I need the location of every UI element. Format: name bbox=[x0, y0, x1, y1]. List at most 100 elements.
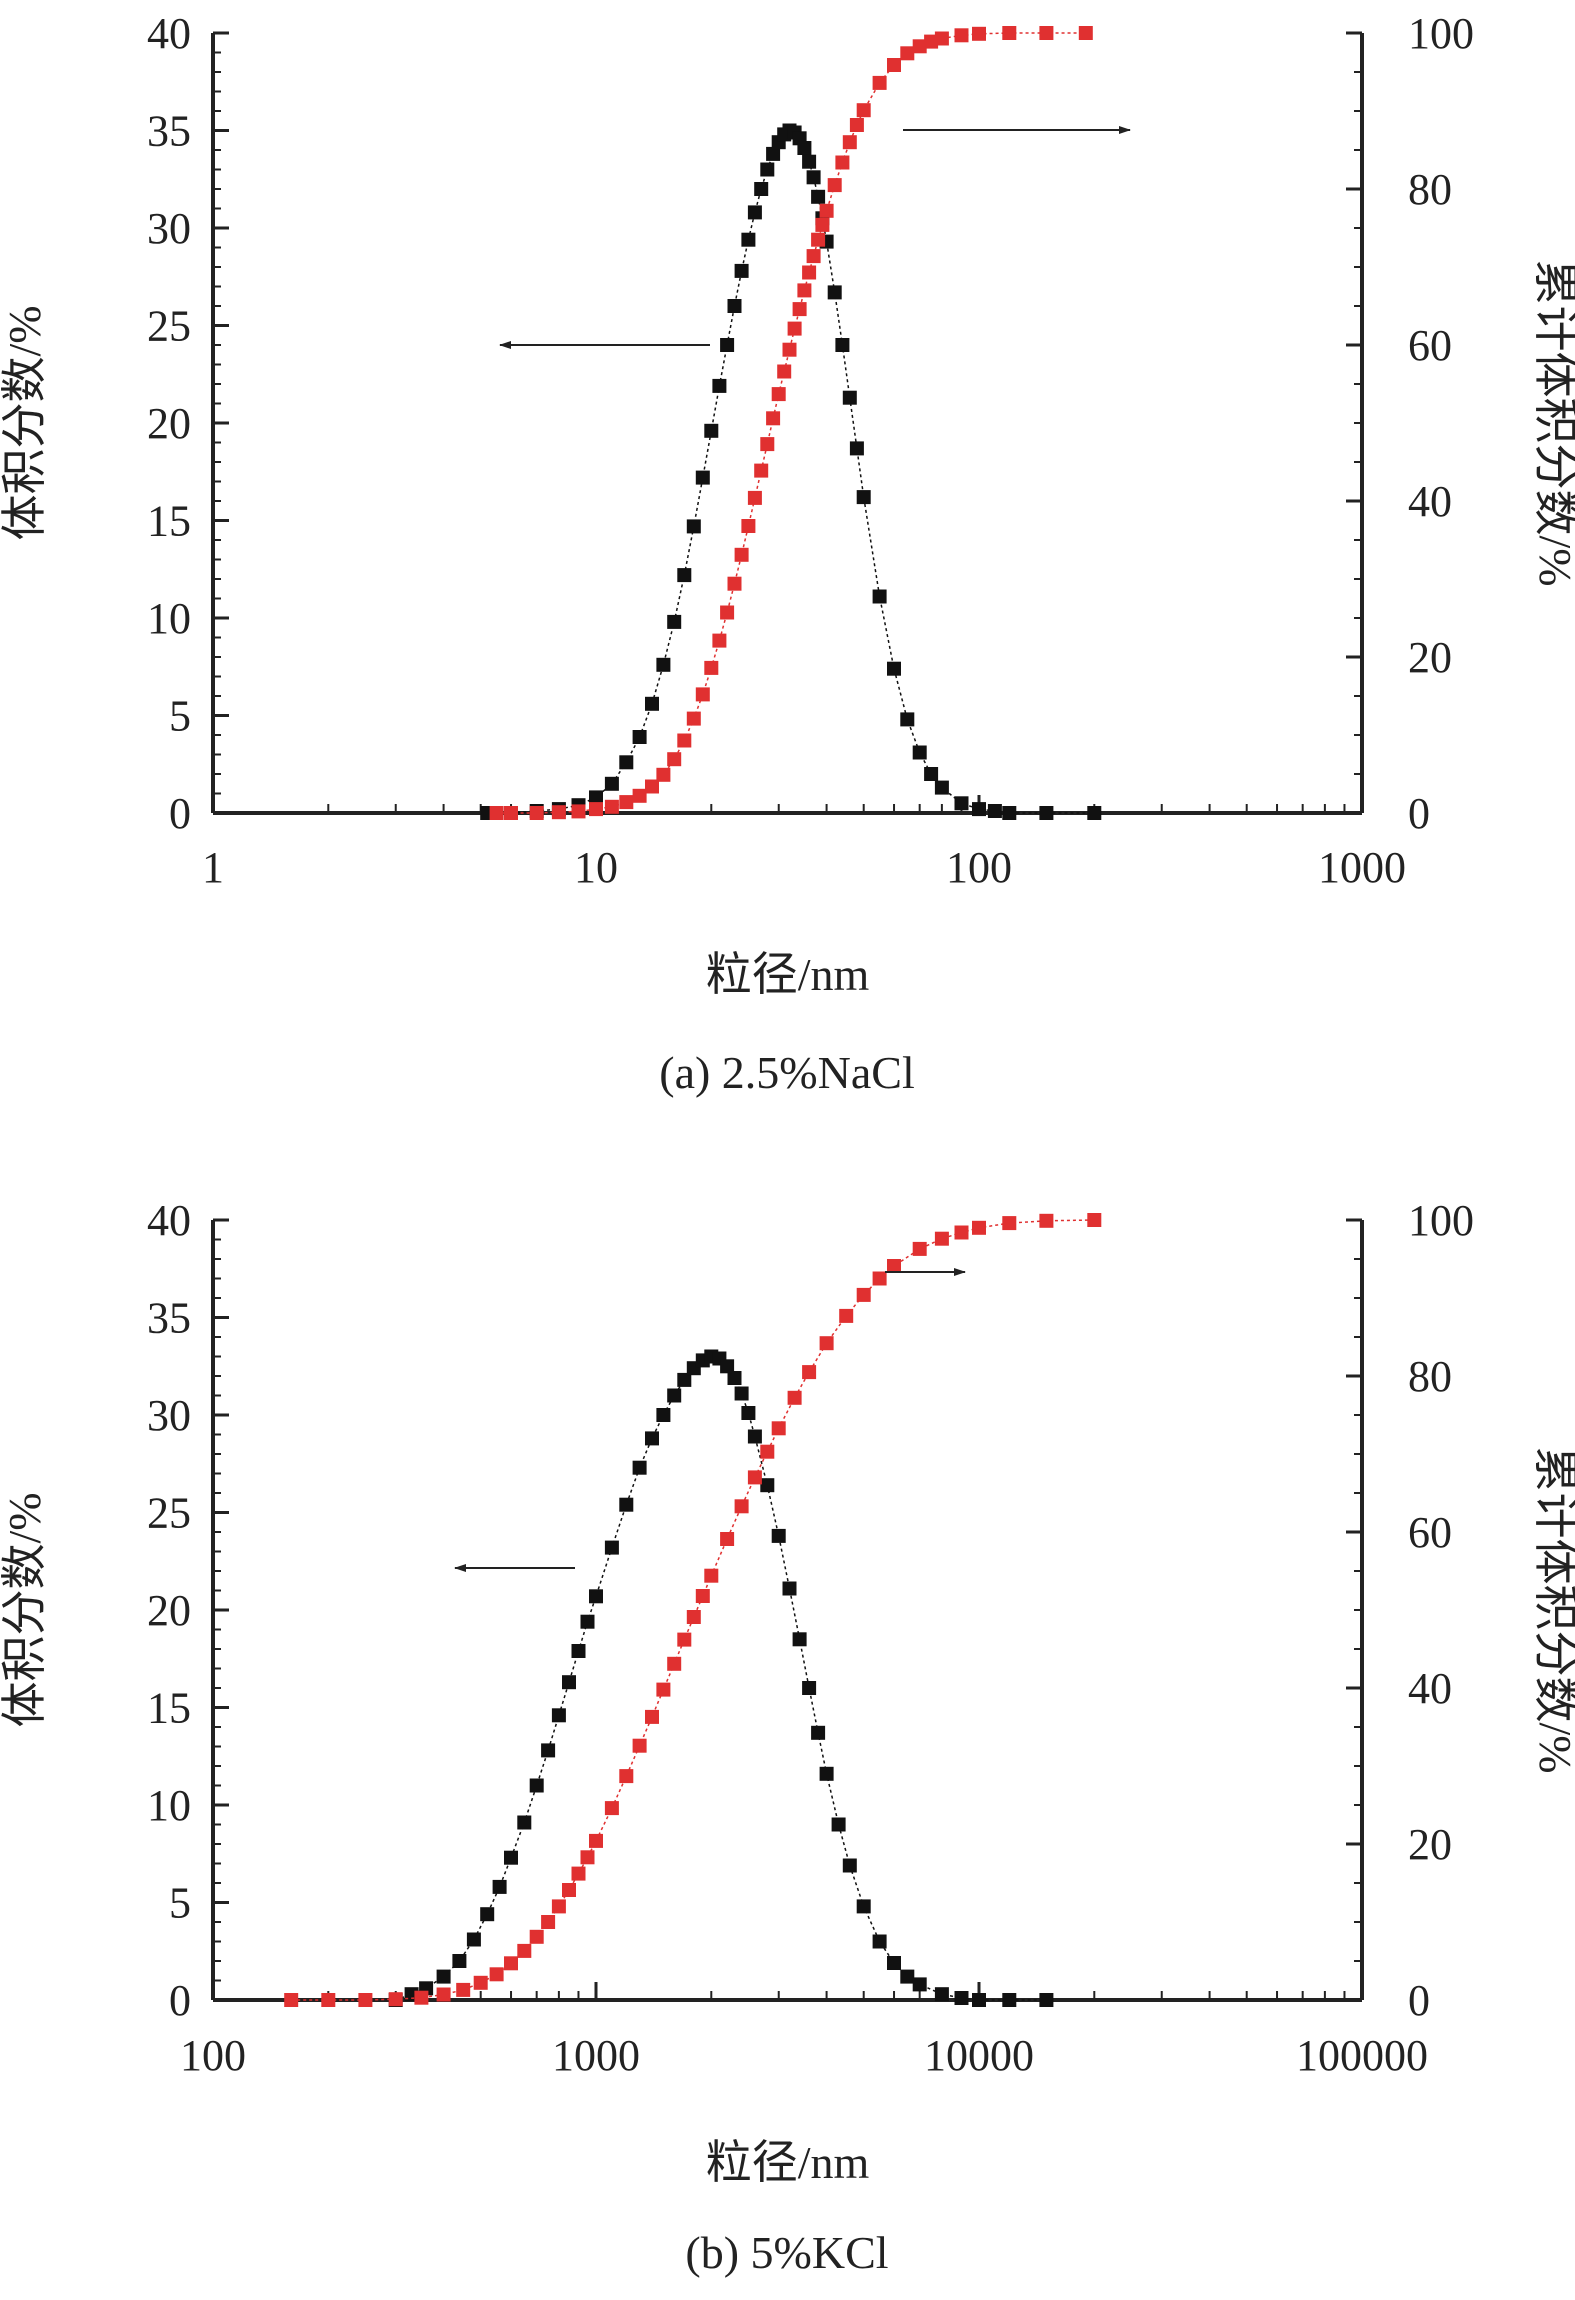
data-point bbox=[987, 804, 1002, 818]
y-tick-label: 30 bbox=[147, 1391, 191, 1440]
data-point bbox=[720, 605, 735, 620]
data-point bbox=[802, 1681, 817, 1695]
data-point bbox=[358, 1993, 373, 2007]
data-point bbox=[827, 178, 842, 193]
data-point bbox=[1039, 26, 1054, 40]
data-point bbox=[760, 1478, 775, 1493]
data-point bbox=[792, 1632, 807, 1647]
series-cumulative bbox=[489, 26, 1093, 820]
data-point bbox=[645, 696, 659, 711]
data-point bbox=[972, 1220, 986, 1235]
data-point bbox=[934, 1987, 949, 2002]
data-point bbox=[720, 1359, 735, 1374]
data-point bbox=[912, 1977, 927, 1992]
x-tick-label: 100 bbox=[946, 843, 1012, 892]
data-point bbox=[489, 1967, 504, 1982]
data-point bbox=[900, 712, 915, 727]
data-point bbox=[787, 1390, 802, 1405]
data-point bbox=[934, 780, 949, 795]
data-point bbox=[695, 470, 710, 485]
data-point bbox=[839, 1308, 854, 1323]
data-point bbox=[747, 1429, 762, 1444]
data-point bbox=[797, 141, 812, 155]
data-point bbox=[1039, 806, 1054, 820]
data-point bbox=[571, 1866, 586, 1881]
y2-axis-label: 累计体积分数/% bbox=[1530, 259, 1575, 586]
data-point bbox=[656, 1682, 671, 1697]
y-tick-label: 35 bbox=[147, 107, 191, 156]
data-point bbox=[819, 203, 834, 218]
data-point bbox=[954, 28, 969, 43]
data-point bbox=[551, 1899, 566, 1914]
data-point bbox=[436, 1969, 451, 1984]
data-point bbox=[734, 547, 749, 562]
data-point bbox=[436, 1987, 451, 2002]
data-point bbox=[529, 1778, 544, 1793]
data-point bbox=[529, 806, 544, 820]
data-point bbox=[645, 1709, 659, 1724]
data-point bbox=[667, 614, 682, 629]
x-axis-label: 粒径/nm bbox=[706, 949, 870, 1000]
y2-tick-label: 100 bbox=[1408, 9, 1474, 58]
data-point bbox=[802, 265, 817, 280]
data-point bbox=[1002, 26, 1017, 40]
data-point bbox=[831, 1817, 846, 1832]
data-point bbox=[835, 338, 850, 352]
data-point bbox=[388, 1992, 403, 2007]
data-point bbox=[562, 1883, 576, 1897]
chart-panel-1: 0 5 10 15 20 25 30 35 40 0 20 40 60 80 100 1 10 100 1000 粒径… bbox=[0, 9, 1575, 1098]
data-point bbox=[856, 1287, 871, 1302]
data-point bbox=[284, 1993, 299, 2007]
y-tick-label: 25 bbox=[147, 1489, 191, 1538]
data-point bbox=[811, 1725, 826, 1740]
y-tick-label: 40 bbox=[147, 9, 191, 58]
data-point bbox=[872, 589, 887, 604]
data-point bbox=[489, 806, 504, 820]
x-tick-label: 1 bbox=[202, 843, 224, 892]
data-point bbox=[760, 1444, 775, 1459]
data-point bbox=[1039, 1993, 1054, 2007]
data-point bbox=[972, 1993, 986, 2007]
data-point bbox=[695, 687, 710, 702]
data-point bbox=[741, 1406, 756, 1420]
y-tick-label: 5 bbox=[169, 1879, 191, 1928]
data-point bbox=[934, 1231, 949, 1246]
data-point bbox=[972, 802, 986, 817]
data-point bbox=[504, 806, 518, 820]
y2-axis-label: 累计体积分数/% bbox=[1530, 1446, 1575, 1773]
x-tick-label: 10000 bbox=[924, 2031, 1034, 2080]
series-connector bbox=[395, 1355, 1047, 2001]
data-point bbox=[686, 519, 701, 534]
data-point bbox=[842, 1858, 857, 1873]
data-point bbox=[806, 170, 821, 185]
data-point bbox=[887, 661, 901, 676]
data-point bbox=[632, 730, 647, 744]
data-point bbox=[667, 1656, 682, 1671]
data-point bbox=[819, 1336, 834, 1351]
data-point bbox=[806, 249, 821, 264]
y2-tick-label: 20 bbox=[1408, 633, 1452, 682]
data-point bbox=[887, 58, 901, 72]
data-point bbox=[760, 437, 775, 452]
x-tick-label: 1000 bbox=[552, 2031, 640, 2080]
data-point bbox=[677, 568, 692, 583]
chart-caption: (a) 2.5%NaCl bbox=[659, 1047, 914, 1098]
data-point bbox=[604, 776, 619, 791]
y-tick-label: 0 bbox=[169, 1976, 191, 2025]
data-point bbox=[712, 633, 727, 648]
series-connector bbox=[487, 129, 1095, 814]
y-tick-label: 15 bbox=[147, 1684, 191, 1733]
data-point bbox=[924, 767, 939, 781]
data-point bbox=[632, 1460, 647, 1475]
data-point bbox=[604, 799, 619, 814]
data-point bbox=[619, 755, 634, 770]
data-point bbox=[1002, 1993, 1017, 2007]
data-point bbox=[912, 745, 927, 760]
data-point bbox=[1078, 26, 1093, 40]
data-point bbox=[887, 1259, 901, 1273]
data-point bbox=[771, 1421, 786, 1436]
data-point bbox=[900, 46, 915, 61]
data-point bbox=[741, 232, 756, 247]
data-point bbox=[1087, 1213, 1102, 1227]
